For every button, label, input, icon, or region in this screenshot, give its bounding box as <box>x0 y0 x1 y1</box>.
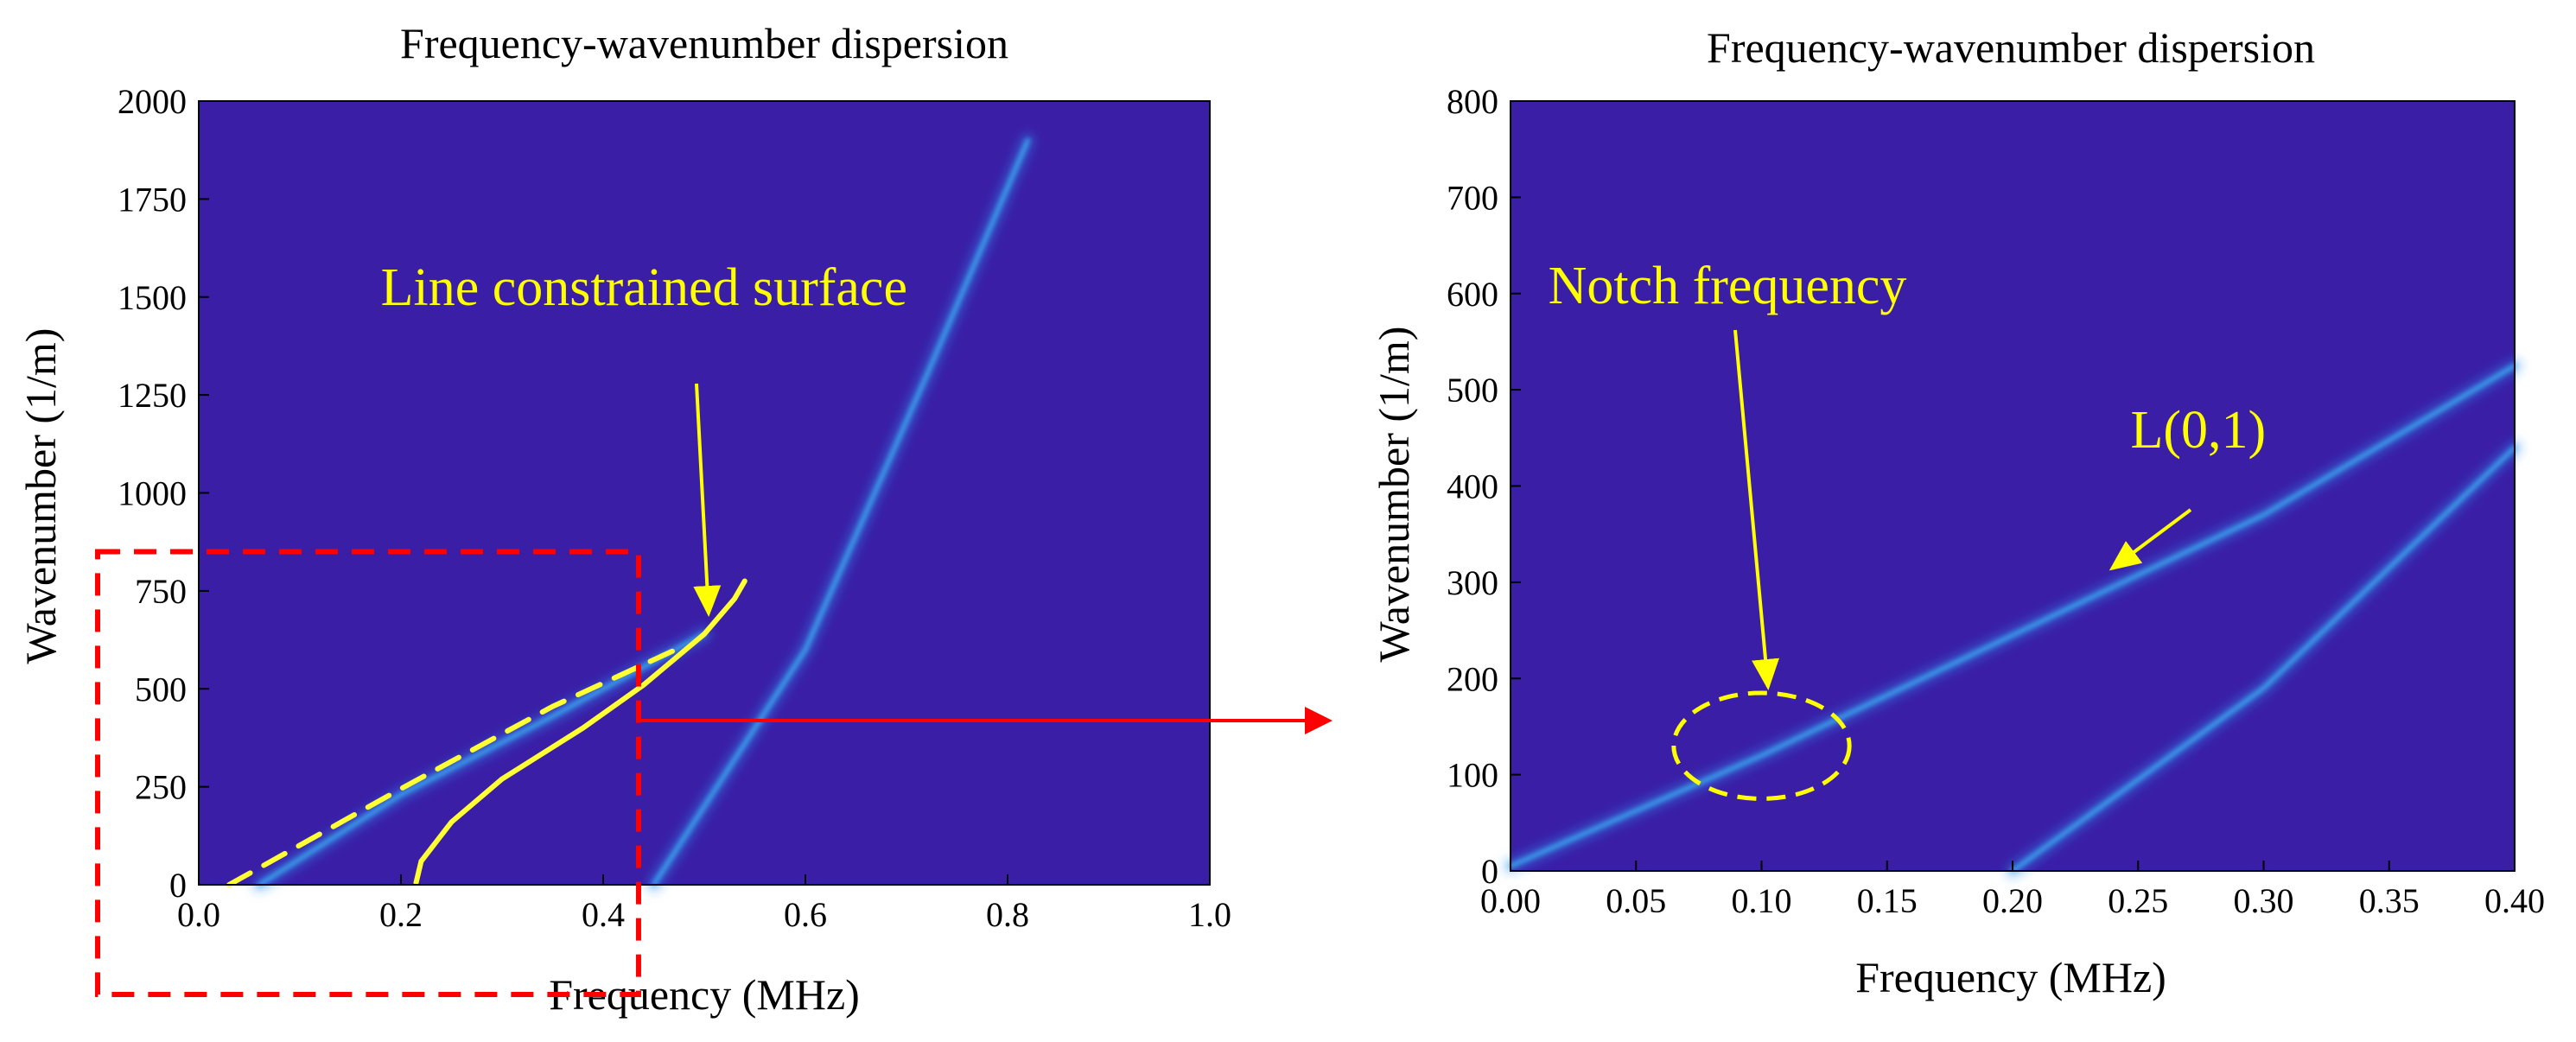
y-tick-label: 1250 <box>118 376 187 415</box>
notch-frequency-arrow <box>1733 329 1780 690</box>
y-tick-label: 200 <box>1447 659 1498 698</box>
right-ridges <box>1504 359 2522 878</box>
dispersion-curve-dashed <box>226 643 687 887</box>
right-x-axis-label: Frequency (MHz) <box>1855 953 2166 1001</box>
l01-mode-label: L(0,1) <box>2131 401 2267 460</box>
left-y-ticks: 0 250 500 750 1000 1250 1500 1750 2000 <box>118 82 209 905</box>
line-constrained-surface-arrow <box>693 383 722 617</box>
y-tick-label: 500 <box>135 670 187 708</box>
x-tick-label: 0.25 <box>2108 881 2168 920</box>
y-tick-label: 400 <box>1447 467 1498 506</box>
y-tick-label: 100 <box>1447 756 1498 795</box>
y-tick-label: 750 <box>135 572 187 611</box>
right-y-axis-label: Wavenumber (1/m) <box>1370 327 1418 663</box>
left-y-axis-label: Wavenumber (1/m) <box>16 328 65 664</box>
y-tick-label: 300 <box>1447 563 1498 602</box>
zoom-region-box <box>95 549 641 997</box>
right-y-ticks: 0 100 200 300 400 500 600 700 800 <box>1447 82 1521 891</box>
left-x-ticks: 0.0 0.2 0.4 0.6 0.8 1.0 <box>177 874 1231 934</box>
y-tick-label: 1500 <box>118 278 187 317</box>
dispersion-curve-solid <box>413 578 747 886</box>
x-tick-label: 0.35 <box>2359 881 2420 920</box>
y-tick-label: 1750 <box>118 180 187 219</box>
x-tick-label: 0.10 <box>1732 881 1792 920</box>
x-tick-label: 0.20 <box>1982 881 2043 920</box>
x-tick-label: 0.6 <box>784 895 827 934</box>
y-tick-label: 500 <box>1447 371 1498 410</box>
y-tick-label: 0 <box>169 866 187 905</box>
x-tick-label: 0.00 <box>1480 881 1541 920</box>
right-chart-title: Frequency-wavenumber dispersion <box>1707 23 2315 72</box>
left-chart-title: Frequency-wavenumber dispersion <box>400 19 1008 67</box>
x-tick-label: 0.40 <box>2484 881 2545 920</box>
left-dispersion-curves <box>226 578 747 887</box>
right-heatmap-background <box>1511 101 2515 871</box>
x-tick-label: 0.15 <box>1857 881 1918 920</box>
x-tick-label: 0.30 <box>2234 881 2294 920</box>
y-tick-label: 250 <box>135 768 187 807</box>
l01-mode-arrow <box>2109 508 2192 571</box>
y-tick-label: 1000 <box>118 474 187 513</box>
y-tick-label: 700 <box>1447 178 1498 217</box>
ridge-core <box>257 632 707 887</box>
ridge-core <box>1508 363 2517 868</box>
right-chart: Frequency-wavenumber dispersion 0.00 0.05… <box>1370 23 2545 1001</box>
x-tick-label: 0.05 <box>1606 881 1666 920</box>
y-tick-label: 2000 <box>118 82 187 121</box>
right-plot-area <box>1504 100 2522 878</box>
right-x-ticks: 0.00 0.05 0.10 0.15 0.20 0.25 0.30 0.35 0.40 <box>1480 861 2545 920</box>
notch-frequency-label: Notch frequency <box>1549 257 1907 315</box>
left-heatmap-background <box>199 101 1210 885</box>
notch-frequency-ellipse <box>1671 690 1852 801</box>
x-tick-label: 0.8 <box>986 895 1029 934</box>
x-tick-label: 0.2 <box>379 895 423 934</box>
ridge-core <box>2010 445 2517 874</box>
x-tick-label: 0.0 <box>177 895 220 934</box>
left-plot-area <box>198 100 1211 892</box>
x-tick-label: 0.4 <box>582 895 625 934</box>
ridge-core <box>652 137 1030 887</box>
x-tick-label: 1.0 <box>1188 895 1231 934</box>
y-tick-label: 0 <box>1481 852 1498 891</box>
y-tick-label: 800 <box>1447 82 1498 121</box>
y-tick-label: 600 <box>1447 275 1498 314</box>
left-chart: Frequency-wavenumber dispersion 0.0 0.2 0.… <box>16 19 1231 1019</box>
line-constrained-surface-label: Line constrained surface <box>381 258 907 317</box>
